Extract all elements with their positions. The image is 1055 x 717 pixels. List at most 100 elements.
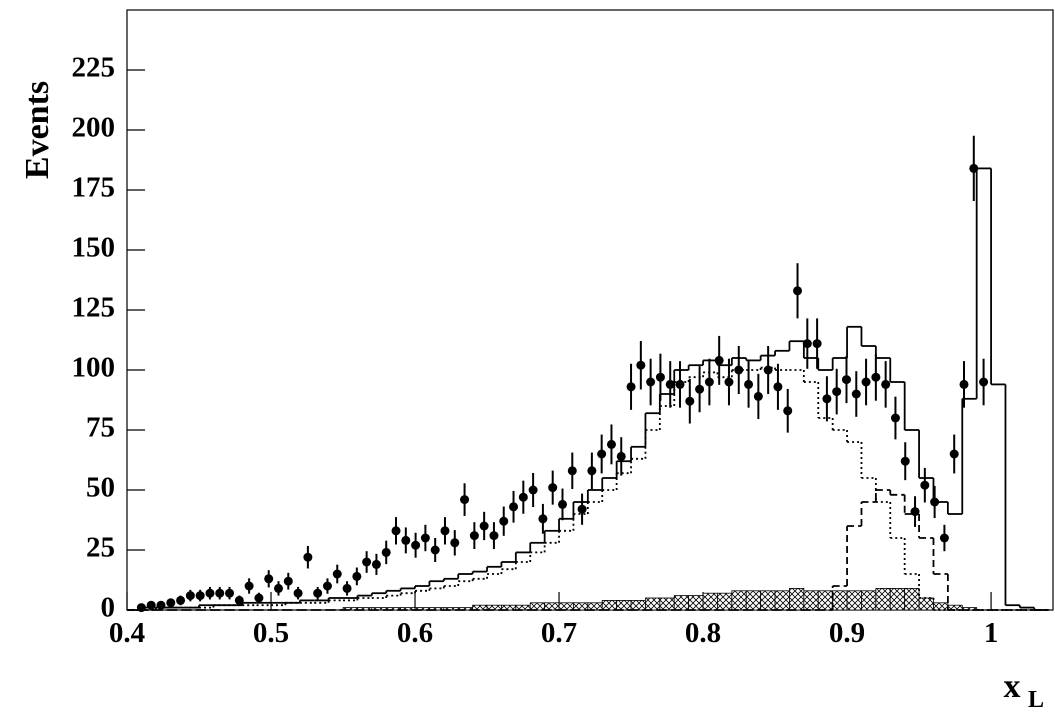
data-point — [440, 526, 450, 536]
hatched-bar — [601, 600, 618, 611]
data-point — [695, 384, 705, 394]
y-tick-label: 100 — [72, 352, 116, 384]
data-point — [244, 581, 254, 591]
data-point — [597, 449, 607, 459]
data-point — [215, 588, 225, 598]
data-point — [489, 531, 499, 541]
data-point — [567, 466, 577, 476]
data-point — [587, 466, 597, 476]
hatched-bar — [630, 600, 646, 611]
data-point — [303, 552, 313, 562]
data-point — [851, 389, 861, 399]
data-point — [509, 502, 519, 512]
hatched-bar — [875, 588, 891, 611]
data-point — [420, 533, 430, 543]
data-point — [685, 396, 695, 406]
data-point — [264, 574, 274, 584]
hatched-bar — [673, 595, 690, 611]
hatched-bar — [616, 600, 632, 611]
data-point — [822, 394, 832, 404]
data-point — [156, 600, 166, 610]
data-point — [146, 600, 156, 610]
data-point — [939, 533, 949, 543]
data-point — [352, 571, 362, 581]
data-point — [499, 516, 509, 526]
data-point — [812, 339, 822, 349]
data-point — [371, 559, 381, 569]
data-point — [176, 595, 186, 605]
data-point — [225, 588, 235, 598]
hatched-bar — [558, 602, 574, 611]
data-point — [254, 593, 264, 603]
hatched-bar — [587, 602, 603, 611]
hatched-bar — [817, 590, 834, 611]
data-point — [763, 365, 773, 375]
hatched-bar — [846, 590, 862, 611]
y-tick-label: 150 — [72, 232, 116, 264]
data-point — [205, 588, 215, 598]
x-tick-label: 0.7 — [541, 617, 577, 649]
y-tick-label: 0 — [101, 592, 116, 624]
data-point — [979, 377, 989, 387]
data-point — [274, 583, 284, 593]
data-point — [949, 449, 959, 459]
data-point — [469, 531, 479, 541]
hatched-bar — [529, 602, 546, 611]
data-point — [362, 557, 372, 567]
data-point — [793, 286, 803, 296]
data-point — [704, 377, 714, 387]
data-point — [861, 377, 871, 387]
y-tick-label: 25 — [86, 532, 115, 564]
data-point — [959, 379, 969, 389]
y-axis-label: Events — [19, 81, 56, 179]
hatched-bar — [861, 590, 877, 611]
x-axis-label-sub: L — [1028, 687, 1044, 713]
data-point — [557, 499, 567, 509]
data-point — [342, 583, 352, 593]
hatched-bar — [961, 607, 978, 611]
data-point — [871, 372, 881, 382]
hatched-bar — [918, 597, 934, 611]
data-point — [881, 379, 891, 389]
hatched-bar — [904, 588, 920, 611]
data-point — [655, 372, 665, 382]
data-point — [802, 339, 812, 349]
y-tick-label: 175 — [72, 172, 116, 204]
data-point — [841, 375, 851, 385]
y-tick-label: 225 — [72, 52, 116, 84]
data-point — [136, 603, 146, 613]
data-point — [381, 547, 391, 557]
x-tick-label: 0.4 — [109, 617, 145, 649]
x-tick-label: 1 — [984, 617, 999, 649]
hatched-bar — [745, 590, 762, 611]
data-point — [724, 377, 734, 387]
data-point — [234, 595, 244, 605]
data-point — [675, 379, 685, 389]
hatched-bar — [774, 590, 790, 611]
data-point — [744, 379, 754, 389]
data-point — [518, 492, 528, 502]
data-point — [646, 377, 656, 387]
data-point — [783, 406, 793, 416]
hatched-bar — [789, 588, 805, 611]
hatched-bar — [544, 602, 560, 611]
data-point — [910, 507, 920, 517]
hatched-bar — [717, 592, 733, 611]
hatched-bar — [832, 590, 848, 611]
data-point — [430, 545, 440, 555]
hatched-bar — [645, 597, 661, 611]
x-tick-label: 0.8 — [685, 617, 721, 649]
y-tick-label: 75 — [86, 412, 115, 444]
data-point — [714, 355, 724, 365]
data-point — [479, 521, 489, 531]
data-point — [322, 581, 332, 591]
data-point — [185, 591, 195, 601]
data-point — [734, 365, 744, 375]
data-point — [166, 598, 176, 608]
data-point — [283, 576, 293, 586]
x-tick-label: 0.9 — [829, 617, 865, 649]
data-point — [195, 591, 205, 601]
x-tick-label: 0.5 — [253, 617, 289, 649]
